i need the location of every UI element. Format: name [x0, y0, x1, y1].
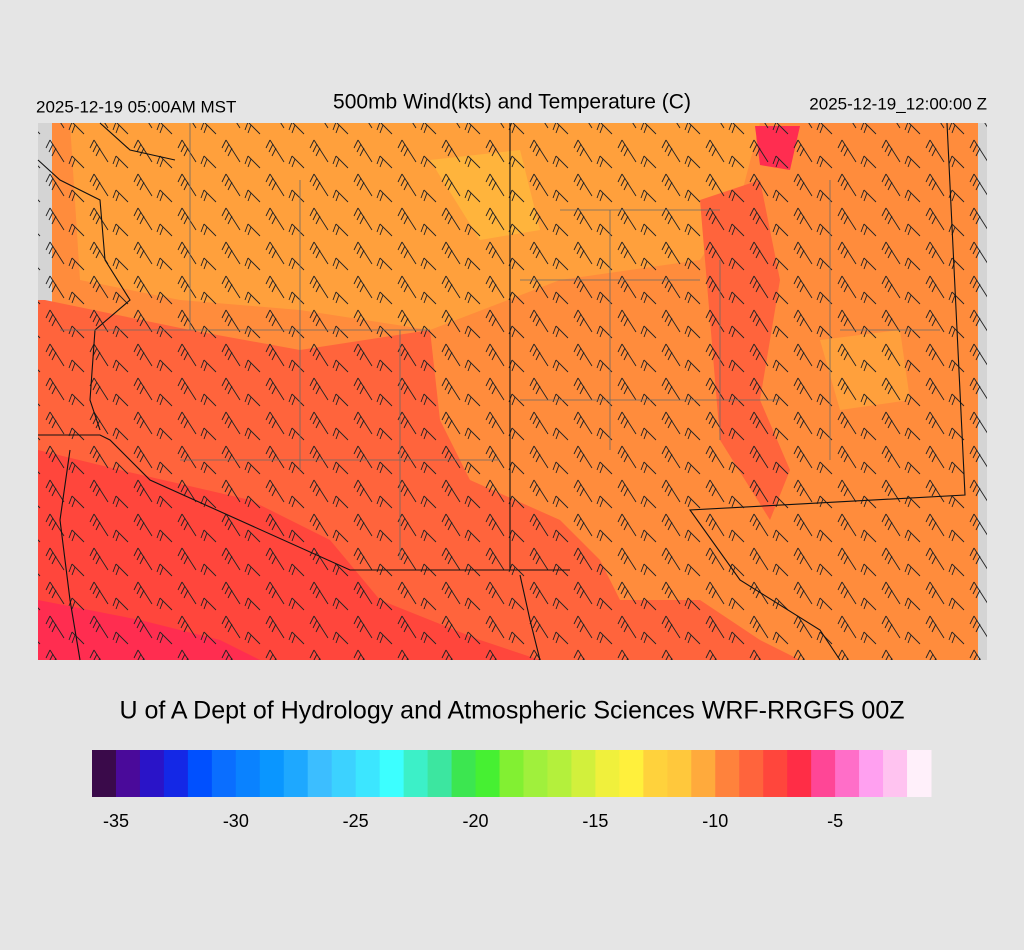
colorbar-tick-label: -25 — [343, 811, 369, 831]
colorbar-swatch — [787, 750, 812, 797]
colorbar-swatch — [499, 750, 524, 797]
colorbar-swatch — [907, 750, 932, 797]
colorbar-swatch — [715, 750, 740, 797]
colorbar-swatch — [667, 750, 692, 797]
colorbar-swatch — [547, 750, 572, 797]
colorbar-tick-label: -10 — [702, 811, 728, 831]
county-lines — [60, 123, 940, 560]
boundaries — [37, 122, 966, 661]
map-title: 500mb Wind(kts) and Temperature (C) — [333, 91, 691, 114]
colorbar-swatch — [571, 750, 596, 797]
colorbar-tick-label: -5 — [827, 811, 843, 831]
valid-time: 2025-12-19_12:00:00 Z — [809, 94, 987, 113]
colorbar-swatch — [859, 750, 884, 797]
colorbar-swatch — [427, 750, 453, 797]
colorbar-swatch — [259, 750, 285, 797]
colorbar-swatch — [379, 750, 405, 797]
colorbar-tick-label: -15 — [582, 811, 608, 831]
colorbar-tick-label: -30 — [223, 811, 249, 831]
colorbar-swatch — [883, 750, 908, 797]
colorbar-swatch — [523, 750, 548, 797]
colorbar-swatch — [187, 750, 213, 797]
colorbar-swatch — [643, 750, 668, 797]
colorbar-swatch — [355, 750, 381, 797]
colorbar-swatch — [115, 750, 141, 797]
colorbar-swatch — [451, 750, 477, 797]
colorbar-swatch — [307, 750, 333, 797]
colorbar-swatch — [235, 750, 261, 797]
colorbar-swatch — [835, 750, 860, 797]
local-time: 2025-12-19 05:00AM MST — [36, 97, 236, 116]
map — [37, 122, 987, 661]
colorbar-swatch — [739, 750, 764, 797]
colorbar-swatch — [163, 750, 189, 797]
wind-barbs — [38, 123, 987, 660]
colorbar-swatch — [139, 750, 165, 797]
colorbar-swatch — [92, 750, 117, 797]
colorbar-swatch — [331, 750, 357, 797]
colorbar-tick-label: -35 — [103, 811, 129, 831]
credit: U of A Dept of Hydrology and Atmospheric… — [119, 697, 904, 725]
colorbar-swatch — [619, 750, 644, 797]
colorbar-swatch — [283, 750, 309, 797]
colorbar-swatch — [691, 750, 716, 797]
colorbar-swatch — [211, 750, 237, 797]
colorbar-swatch — [595, 750, 620, 797]
colorbar-swatch — [403, 750, 429, 797]
colorbar-tick-label: -20 — [463, 811, 489, 831]
colorbar-swatch — [811, 750, 836, 797]
colorbar-swatch — [763, 750, 788, 797]
colorbar: -35 -30 -25 -20 -15 -10 -5 — [92, 750, 932, 831]
colorbar-swatch — [475, 750, 501, 797]
